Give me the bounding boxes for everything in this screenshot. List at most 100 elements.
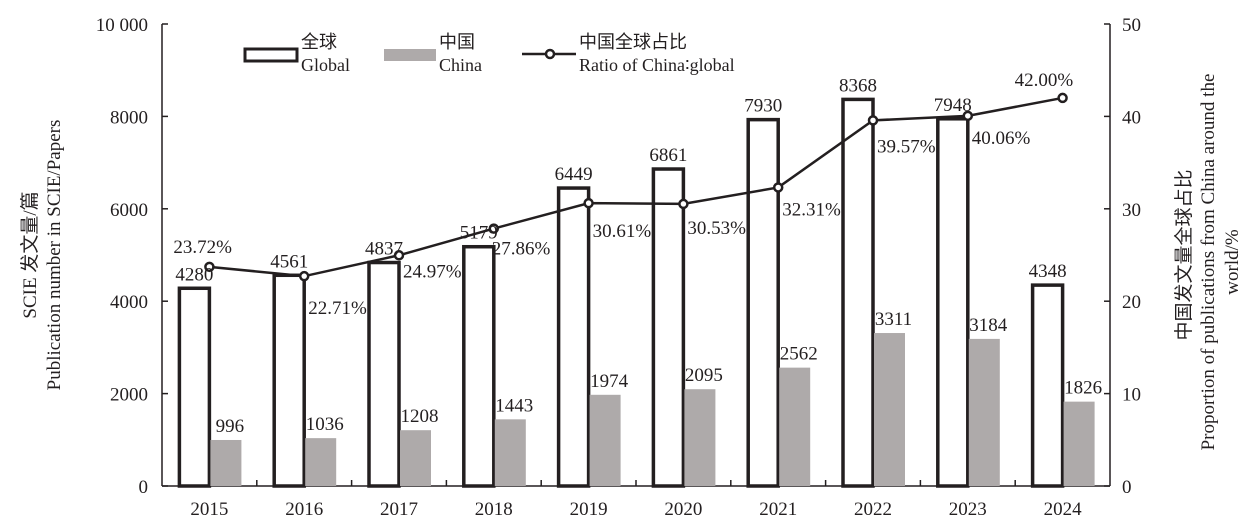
right-tick-label: 10	[1122, 385, 1141, 406]
global-bar	[367, 260, 401, 488]
global-value-label: 5179	[460, 223, 498, 244]
right-tick-label: 50	[1122, 15, 1141, 36]
china-bar	[684, 389, 716, 486]
global-bar	[651, 167, 686, 488]
global-bar	[272, 273, 306, 488]
ratio-marker	[393, 250, 405, 261]
china-bar	[305, 438, 337, 486]
x-tick-label: 2020	[664, 499, 702, 520]
ratio-marker	[204, 261, 215, 273]
china-bar	[779, 367, 811, 486]
legend-swatch-china	[384, 49, 436, 61]
ratio-marker	[772, 182, 784, 193]
x-tick-label: 2024	[1044, 499, 1083, 520]
legend-label-global-cn: 全球	[301, 32, 337, 52]
china-value-label: 1974	[590, 371, 629, 392]
ratio-value-label: 40.06%	[972, 128, 1031, 149]
china-value-label: 1443	[495, 395, 533, 416]
data-labels: 4280 996 4561 1036 4837 1208 5179 1443 6449 1974 6…	[173, 70, 1102, 437]
legend: 全球 Global 中国 China 中国全球占比 Ratio of China…	[243, 32, 735, 75]
china-value-label: 3184	[969, 315, 1008, 336]
global-value-label: 6449	[555, 164, 593, 185]
legend-label-china-cn: 中国	[439, 32, 475, 52]
global-value-label: 4561	[270, 251, 308, 272]
x-tick-label: 2019	[570, 499, 608, 520]
global-value-label: 8368	[839, 75, 877, 96]
axis-titles: SCIE 发文量/篇 Publication number in SCIE/Pap…	[19, 74, 1243, 451]
ratio-value-label: 23.72%	[173, 237, 232, 258]
legend-label-global-en: Global	[301, 55, 350, 75]
ratio-value-label: 24.97%	[403, 261, 462, 282]
ratio-value-label: 30.53%	[687, 218, 746, 239]
left-tick-label: 10 000	[96, 15, 148, 36]
global-value-label: 6861	[649, 145, 687, 166]
global-bar	[746, 117, 780, 488]
left-tick-label: 4000	[110, 292, 148, 313]
x-tick-label: 2021	[759, 499, 797, 520]
right-tick-label: 0	[1122, 477, 1132, 498]
ratio-marker	[867, 115, 879, 126]
global-bar	[462, 244, 496, 488]
legend-label-ratio-en: Ratio of China∶global	[579, 55, 735, 75]
global-bar	[556, 186, 591, 488]
ratio-marker	[298, 270, 310, 282]
ratio-value-label: 32.31%	[782, 199, 841, 220]
right-axis-title-en-2: world/%	[1222, 229, 1243, 295]
china-value-label: 3311	[875, 309, 912, 330]
global-value-label: 7948	[934, 95, 972, 116]
ratio-marker	[488, 223, 500, 234]
ratio-value-label: 30.61%	[593, 221, 652, 242]
ratio-marker	[678, 198, 689, 210]
right-axis-title-en-1: Proportion of publications from China ar…	[1198, 74, 1219, 451]
right-tick-label: 20	[1122, 292, 1141, 313]
china-bar	[589, 394, 621, 486]
right-axis-title-cn: 中国发文量全球占比	[1173, 169, 1195, 340]
ratio-value-label: 27.86%	[492, 239, 551, 260]
global-bar	[936, 117, 970, 488]
ratio-value-label: 42.00%	[1015, 70, 1074, 91]
china-value-label: 2095	[685, 365, 723, 386]
china-value-label: 1036	[306, 414, 344, 435]
china-bar	[210, 439, 242, 486]
global-value-label: 4348	[1029, 261, 1067, 282]
right-tick-label: 30	[1122, 200, 1141, 221]
china-value-label: 1208	[401, 406, 439, 427]
ratio-value-label: 22.71%	[308, 298, 367, 319]
legend-label-ratio-cn: 中国全球占比	[579, 32, 687, 52]
bars	[177, 97, 1095, 488]
china-bar	[968, 338, 1000, 486]
legend-label-china-en: China	[439, 55, 482, 75]
axes: 0 2000 4000 6000 8000 10 000 0 10 20 30 40 50 2015 20…	[96, 15, 1141, 520]
global-value-label: 4837	[365, 239, 403, 260]
china-value-label: 996	[216, 416, 245, 437]
china-value-label: 2562	[780, 344, 818, 365]
china-bar	[874, 333, 905, 486]
ratio-line	[209, 96, 1063, 278]
ratio-marker	[1057, 92, 1068, 104]
china-value-label: 1826	[1064, 378, 1102, 399]
left-tick-label: 0	[139, 477, 149, 498]
x-tick-label: 2018	[475, 499, 513, 520]
right-tick-label: 40	[1122, 107, 1141, 128]
global-value-label: 4280	[175, 264, 213, 285]
global-bar	[841, 97, 875, 488]
left-tick-label: 6000	[110, 200, 148, 221]
global-bar	[177, 286, 212, 488]
ratio-marker	[583, 197, 594, 209]
legend-swatch-global	[243, 47, 299, 63]
china-bar	[1063, 401, 1095, 486]
x-tick-label: 2022	[854, 499, 892, 520]
x-tick-label: 2016	[285, 499, 323, 520]
x-tick-label: 2015	[190, 499, 228, 520]
china-bar	[400, 430, 431, 486]
global-bar	[1030, 283, 1065, 488]
left-axis-title-cn: SCIE 发文量/篇	[19, 191, 41, 318]
left-tick-label: 8000	[110, 107, 148, 128]
ratio-value-label: 39.57%	[877, 136, 936, 157]
left-axis-title-en: Publication number in SCIE/Papers	[44, 120, 65, 391]
x-tick-label: 2023	[949, 499, 987, 520]
legend-swatch-ratio-marker	[544, 48, 556, 60]
left-tick-label: 2000	[110, 385, 148, 406]
global-value-label: 7930	[744, 96, 782, 117]
